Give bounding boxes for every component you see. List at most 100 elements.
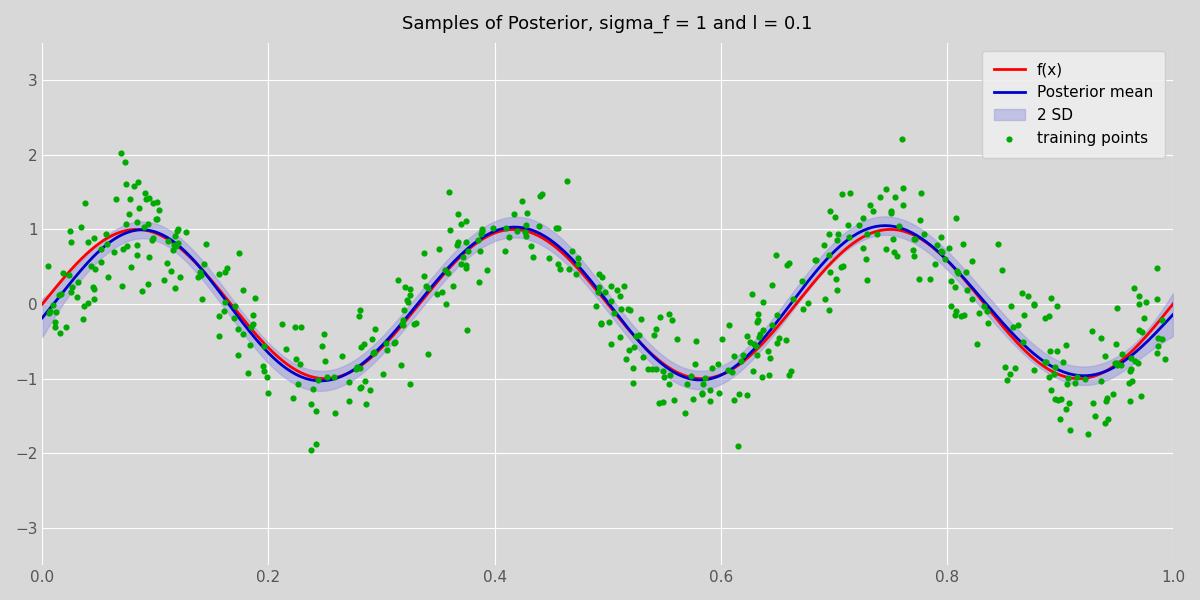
training points: [166, 284, 185, 293]
training points: [355, 377, 374, 386]
training points: [458, 246, 478, 256]
training points: [530, 191, 550, 200]
f(x): [1144, 328, 1158, 335]
training points: [47, 307, 66, 317]
training points: [1003, 322, 1022, 331]
training points: [115, 157, 134, 167]
training points: [1156, 355, 1175, 364]
training points: [436, 299, 455, 308]
training points: [654, 373, 673, 382]
training points: [1108, 360, 1127, 370]
training points: [456, 260, 475, 269]
training points: [301, 446, 320, 455]
training points: [314, 329, 334, 339]
training points: [1129, 358, 1148, 368]
training points: [820, 229, 839, 238]
training points: [121, 262, 140, 272]
training points: [41, 307, 60, 316]
training points: [734, 350, 754, 359]
training points: [401, 290, 420, 300]
f(x): [649, 355, 664, 362]
training points: [914, 229, 934, 238]
training points: [209, 311, 228, 321]
training points: [352, 382, 371, 391]
training points: [449, 209, 468, 219]
training points: [436, 265, 455, 275]
training points: [1104, 389, 1123, 399]
training points: [722, 367, 742, 376]
training points: [770, 333, 790, 343]
training points: [130, 203, 149, 213]
training points: [1121, 396, 1140, 406]
training points: [239, 368, 258, 377]
training points: [469, 277, 488, 287]
training points: [649, 398, 668, 407]
Posterior mean: [649, 356, 664, 363]
f(x): [575, 269, 589, 276]
training points: [893, 134, 912, 144]
training points: [209, 269, 228, 279]
training points: [289, 379, 308, 389]
training points: [306, 439, 325, 449]
training points: [548, 223, 568, 233]
training points: [233, 285, 252, 295]
training points: [692, 388, 712, 398]
training points: [749, 316, 768, 325]
training points: [882, 208, 901, 218]
training points: [793, 304, 812, 314]
training points: [1106, 339, 1126, 349]
training points: [694, 379, 713, 389]
training points: [748, 317, 767, 326]
training points: [1025, 365, 1044, 374]
training points: [1058, 373, 1078, 383]
training points: [740, 337, 760, 347]
training points: [1122, 377, 1141, 386]
training points: [940, 243, 959, 253]
training points: [396, 282, 415, 292]
f(x): [695, 375, 709, 382]
Posterior mean: [575, 266, 589, 273]
training points: [1039, 372, 1058, 382]
training points: [139, 252, 158, 262]
training points: [1121, 367, 1140, 376]
training points: [667, 334, 686, 344]
training points: [61, 238, 80, 247]
training points: [828, 229, 847, 239]
training points: [53, 269, 72, 278]
training points: [226, 301, 245, 311]
training points: [760, 353, 779, 363]
training points: [607, 285, 626, 295]
training points: [233, 329, 252, 338]
training points: [638, 364, 658, 373]
Posterior mean: [35, 314, 49, 322]
training points: [52, 289, 71, 299]
training points: [776, 335, 796, 344]
training points: [738, 331, 757, 341]
training points: [385, 337, 404, 346]
Line: f(x): f(x): [42, 229, 1172, 379]
training points: [1094, 418, 1114, 427]
training points: [1136, 298, 1156, 307]
training points: [472, 230, 491, 239]
training points: [806, 256, 826, 265]
training points: [84, 284, 103, 293]
training points: [952, 311, 971, 321]
training points: [746, 341, 766, 351]
Title: Samples of Posterior, sigma_f = 1 and l = 0.1: Samples of Posterior, sigma_f = 1 and l …: [402, 15, 812, 33]
training points: [325, 408, 344, 418]
training points: [884, 248, 904, 257]
training points: [754, 325, 773, 335]
training points: [737, 391, 756, 400]
training points: [516, 220, 535, 230]
f(x): [966, 287, 980, 294]
training points: [497, 223, 516, 232]
training points: [958, 285, 977, 295]
training points: [134, 223, 154, 232]
training points: [709, 359, 728, 369]
training points: [127, 218, 146, 227]
training points: [595, 287, 614, 297]
training points: [860, 200, 880, 210]
training points: [568, 253, 587, 263]
training points: [593, 272, 612, 281]
training points: [728, 442, 748, 451]
